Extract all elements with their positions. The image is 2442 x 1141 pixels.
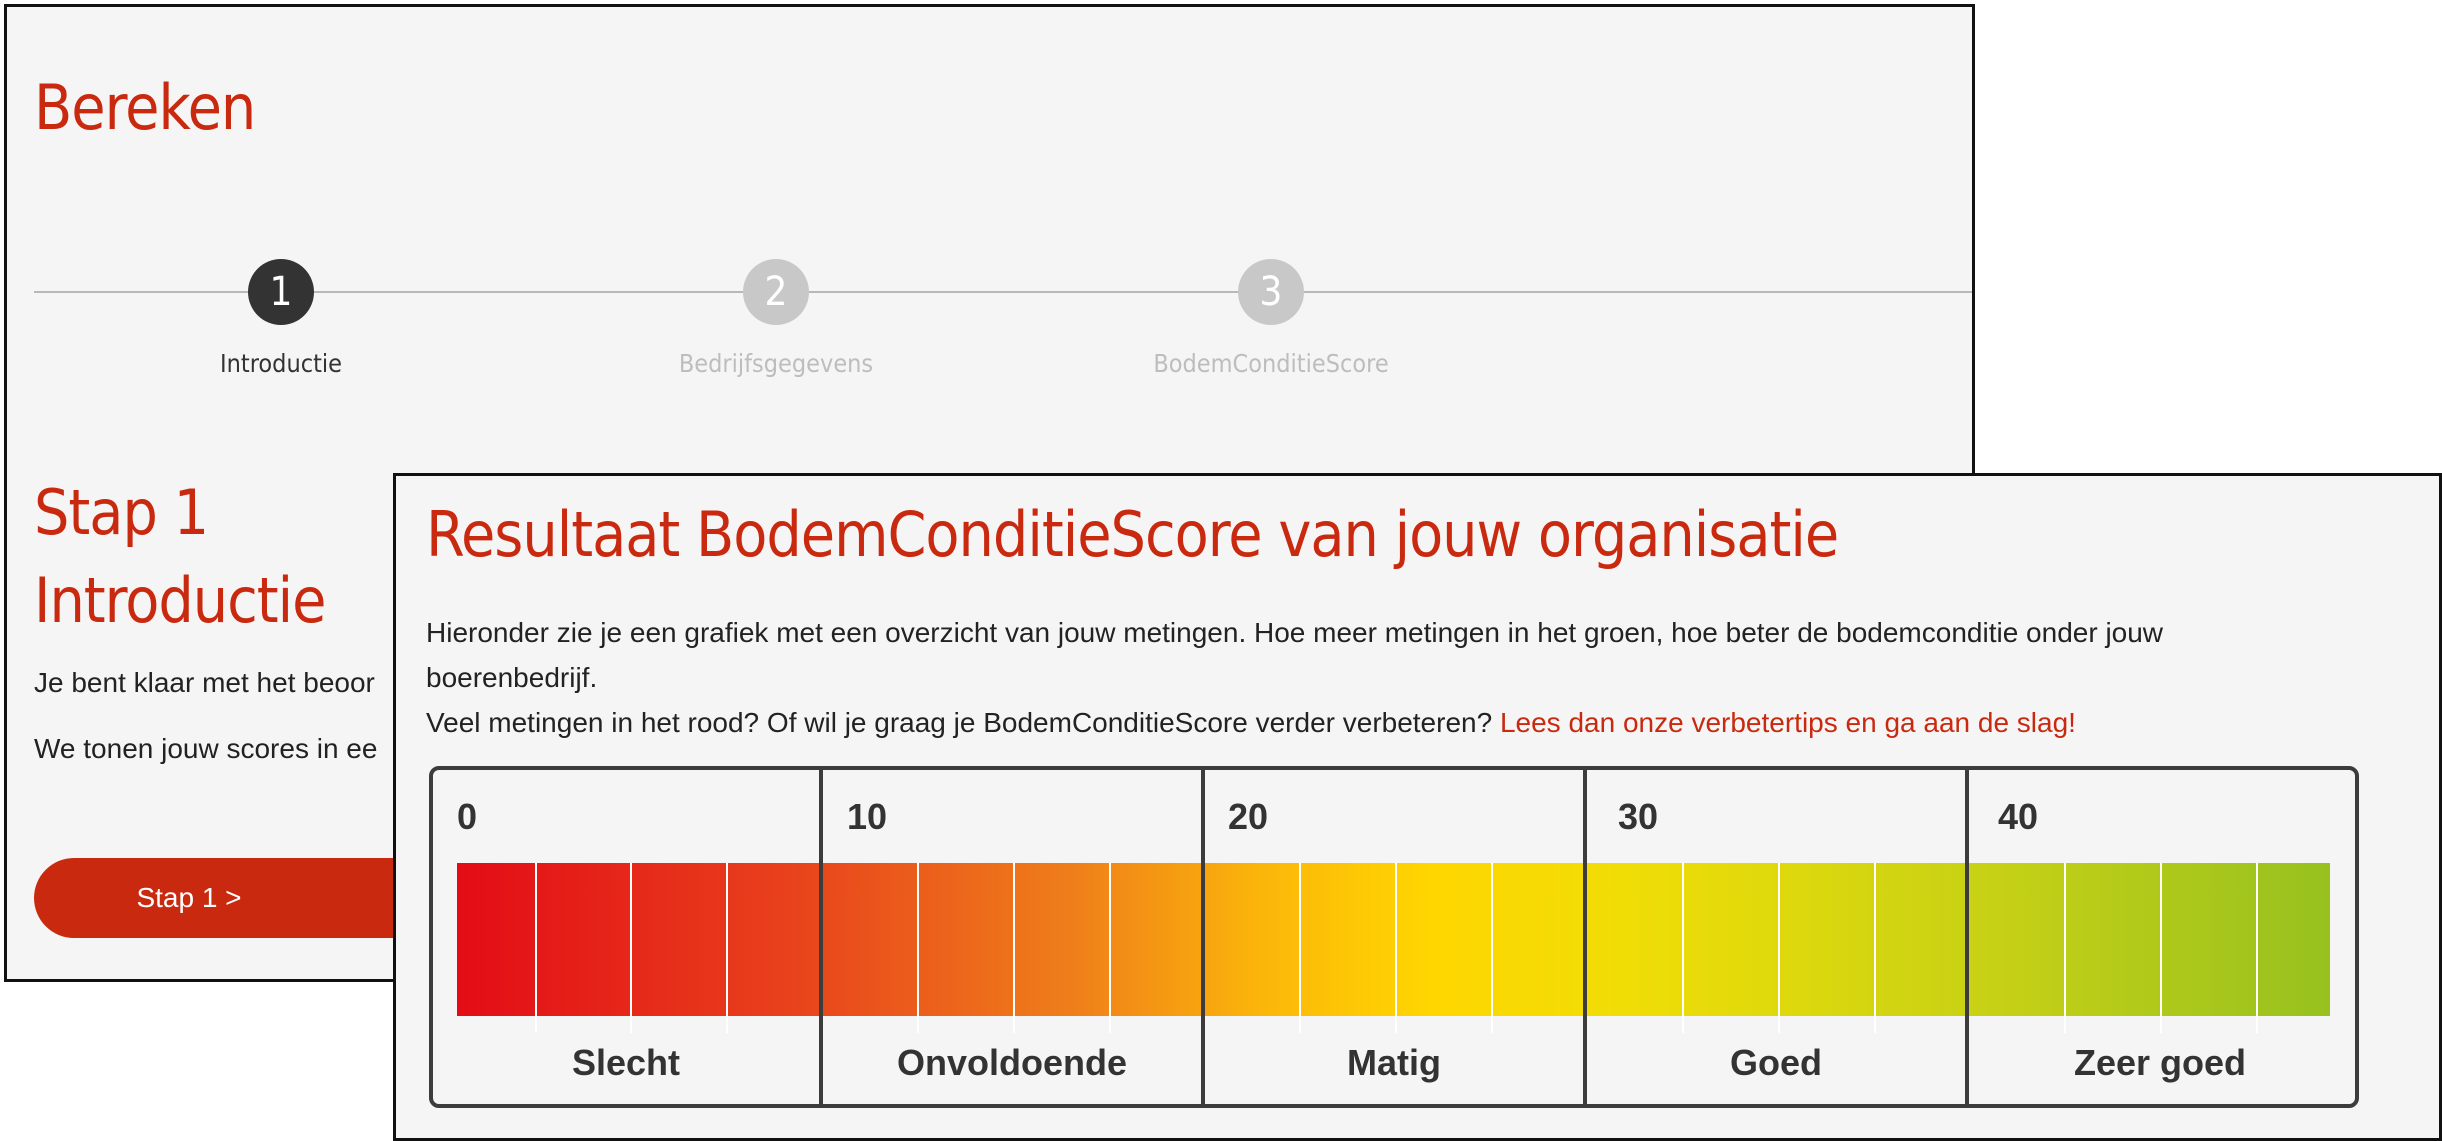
scale-number: 30 [1618, 796, 1659, 837]
scale-divider [1201, 770, 1205, 1104]
scale-tick [1874, 863, 1876, 1033]
scale-tick [1778, 863, 1780, 1033]
step-number-circle[interactable]: 3 [1238, 259, 1304, 325]
scale-tick [1109, 863, 1111, 1033]
scale-tick [917, 863, 919, 1033]
result-text-line-3: Veel metingen in het rood? Of wil je gra… [426, 700, 2226, 745]
result-text-line: Hieronder zie je een grafiek met een ove… [426, 617, 2164, 648]
step-bedrijfsgegevens[interactable]: 2 Bedrijfsgegevens [626, 259, 926, 376]
step-number-circle[interactable]: 1 [248, 259, 314, 325]
improvement-tips-link[interactable]: Lees dan onze verbetertips en ga aan de … [1499, 707, 2076, 738]
result-text-line: boerenbedrijf. [426, 662, 598, 693]
category-label-goed: Goed [1729, 1042, 1822, 1083]
step-label[interactable]: BodemConditieScore [1153, 349, 1389, 378]
scale-number: 20 [1228, 796, 1269, 837]
scale-tick [726, 863, 728, 1033]
intro-text: Je bent klaar met het beoor [34, 667, 375, 698]
scale-tick [1491, 863, 1493, 1033]
scale-tick [1395, 863, 1397, 1033]
stepper-line [34, 291, 1972, 293]
category-label-onvoldoende: Onvoldoende [896, 1042, 1127, 1083]
scale-divider [819, 770, 823, 1104]
step-heading-line1: Stap 1 [34, 476, 209, 549]
scale-tick [630, 863, 632, 1033]
score-scale: 0 10 20 30 40 Slecht Onvoldoende Matig G… [429, 766, 2359, 1108]
page-title: Bereken [34, 71, 256, 144]
step-label[interactable]: Introductie [220, 349, 342, 378]
step-label[interactable]: Bedrijfsgegevens [678, 349, 874, 378]
scale-number: 0 [457, 796, 478, 837]
intro-text: We tonen jouw scores in ee [34, 733, 378, 764]
scale-tick [1682, 863, 1684, 1033]
scale-number: 40 [1998, 796, 2039, 837]
step-heading-line2: Introductie [34, 564, 326, 637]
scale-divider [1965, 770, 1969, 1104]
scale-tick [2160, 863, 2162, 1033]
scale-tick [1299, 863, 1301, 1033]
category-label-matig: Matig [1347, 1042, 1441, 1083]
step-bodemconditiescore[interactable]: 3 BodemConditieScore [1121, 259, 1421, 376]
scale-tick [1013, 863, 1015, 1033]
step-introductie[interactable]: 1 Introductie [131, 259, 431, 376]
step-heading: Stap 1 Introductie [34, 469, 326, 645]
category-label-zeer-goed: Zeer goed [2073, 1042, 2247, 1083]
category-label-slecht: Slecht [571, 1042, 681, 1083]
scale-tick [535, 863, 537, 1033]
scale-number: 10 [847, 796, 888, 837]
score-color-gradient [457, 863, 2330, 1016]
step-number-circle[interactable]: 2 [743, 259, 809, 325]
scale-divider [1583, 770, 1587, 1104]
result-panel: Resultaat BodemConditieScore van jouw or… [393, 473, 2442, 1141]
result-question: Veel metingen in het rood? Of wil je gra… [426, 707, 1493, 738]
result-title: Resultaat BodemConditieScore van jouw or… [426, 498, 1839, 571]
scale-tick [2064, 863, 2066, 1033]
result-description: Hieronder zie je een grafiek met een ove… [426, 610, 2226, 745]
scale-tick [2256, 863, 2258, 1033]
